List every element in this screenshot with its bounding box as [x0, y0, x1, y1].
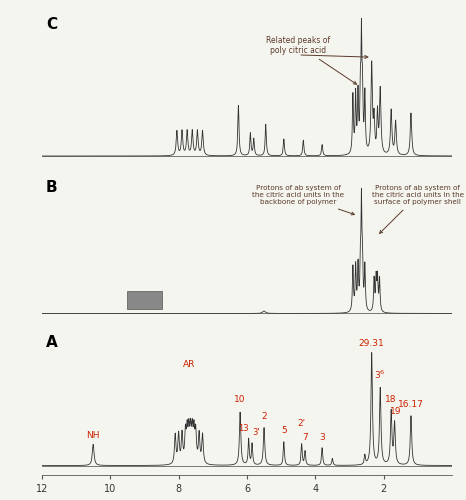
Text: 5: 5 — [281, 426, 287, 435]
Text: 29.31: 29.31 — [359, 338, 384, 347]
Text: C: C — [46, 16, 57, 32]
Text: 3: 3 — [319, 433, 325, 442]
Text: 3': 3' — [252, 428, 260, 438]
Text: 13: 13 — [238, 424, 249, 432]
Text: A: A — [46, 336, 58, 350]
Text: 18: 18 — [385, 396, 397, 404]
Text: B: B — [46, 180, 58, 196]
Text: 10: 10 — [234, 396, 246, 404]
Text: 2: 2 — [261, 412, 267, 421]
Text: 19: 19 — [390, 407, 401, 416]
Text: AR: AR — [183, 360, 195, 369]
Text: 16.17: 16.17 — [398, 400, 424, 409]
Text: Related peaks of
poly citric acid: Related peaks of poly citric acid — [266, 36, 356, 84]
Text: 7: 7 — [302, 433, 308, 442]
Text: Protons of ab system of
the citric acid units in the
surface of polymer shell: Protons of ab system of the citric acid … — [372, 186, 464, 234]
Text: Protons of ab system of
the citric acid units in the
backbone of polymer: Protons of ab system of the citric acid … — [252, 186, 354, 215]
Polygon shape — [127, 290, 162, 310]
Text: 3$^6$: 3$^6$ — [375, 368, 386, 380]
Text: NH: NH — [87, 430, 100, 440]
Text: 2': 2' — [298, 419, 306, 428]
